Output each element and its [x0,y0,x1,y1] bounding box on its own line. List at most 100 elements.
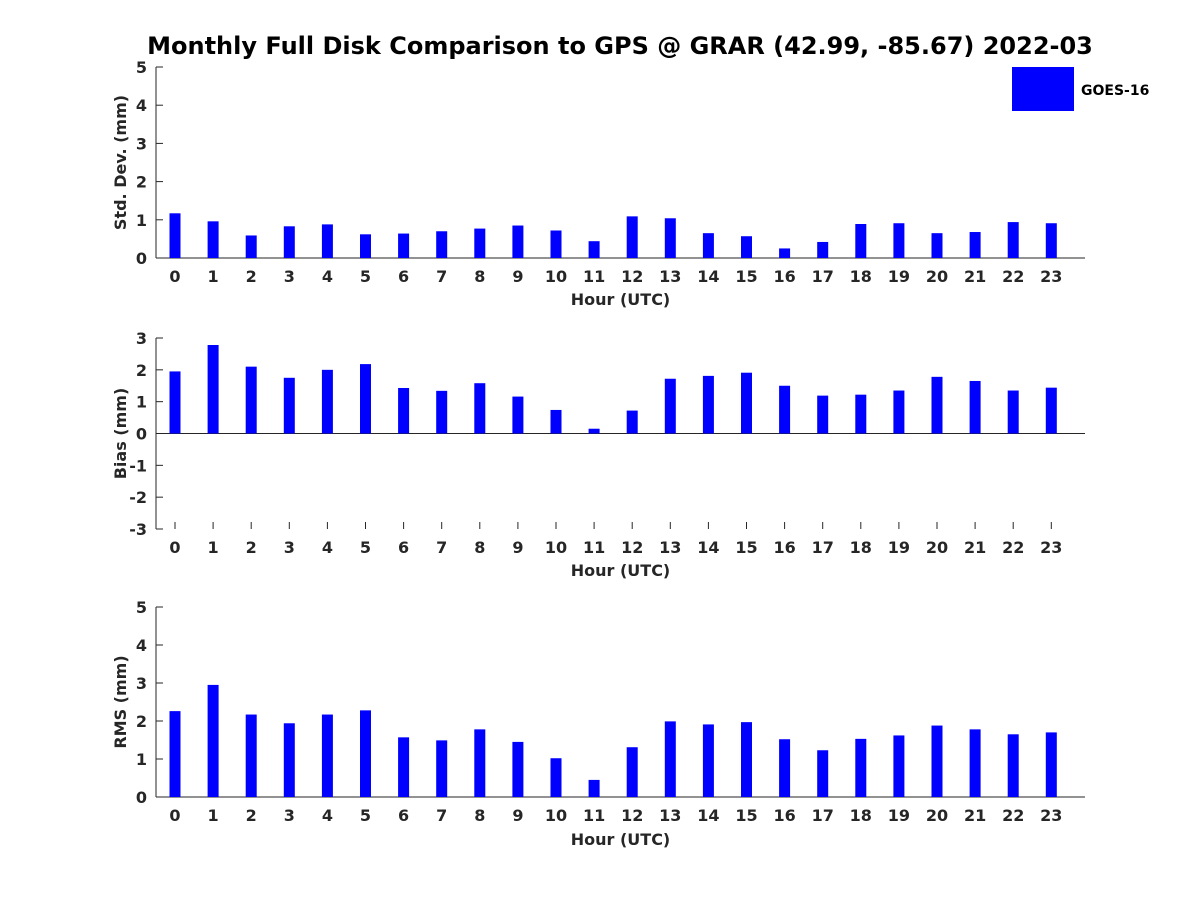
bar [436,231,448,258]
bar [779,739,791,797]
y-tick-label: 2 [136,173,147,192]
bar [893,223,905,258]
y-tick-label: 1 [136,393,147,412]
x-tick-label: 20 [926,267,948,286]
bar [512,741,524,797]
x-tick-label: 21 [964,806,986,825]
x-tick-label: 1 [208,806,219,825]
bar [931,725,943,797]
x-tick-label: 18 [850,267,872,286]
y-tick-label: -2 [129,488,147,507]
x-tick-label: 18 [850,538,872,557]
bar [169,371,181,434]
x-tick-label: 9 [512,806,523,825]
x-axis-label: Hour (UTC) [571,561,671,580]
y-tick-label: 3 [136,674,147,693]
bar [817,241,829,258]
bar [283,226,295,258]
bar [550,230,562,258]
bar [702,724,714,797]
x-tick-label: 8 [474,806,485,825]
y-tick-label: 1 [136,750,147,769]
bar [779,248,791,258]
y-tick-label: 2 [136,361,147,380]
bar [1007,390,1019,434]
bar [245,714,257,797]
bar [741,722,752,797]
y-tick-label: 5 [136,598,147,617]
x-tick-label: 7 [436,538,447,557]
x-tick-label: 1 [208,267,219,286]
x-tick-label: 16 [773,267,795,286]
bar [283,723,295,797]
x-tick-label: 9 [512,267,523,286]
bar [969,232,981,258]
y-tick-label: -3 [129,520,147,539]
x-tick-label: 23 [1040,806,1062,825]
bar [893,390,905,434]
x-tick-label: 10 [545,267,567,286]
x-tick-label: 23 [1040,538,1062,557]
x-tick-label: 7 [436,267,447,286]
x-tick-label: 22 [1002,267,1024,286]
bar [702,375,714,434]
bar [664,218,676,258]
bar [741,236,752,258]
y-tick-label: 4 [136,96,147,115]
bar [817,750,829,797]
bar [321,369,333,434]
bar [321,224,333,258]
bar [207,684,219,797]
x-tick-label: 0 [169,267,180,286]
x-tick-label: 21 [964,267,986,286]
bar [436,390,448,434]
x-tick-label: 7 [436,806,447,825]
y-tick-label: 3 [136,134,147,153]
bar [969,380,981,434]
bar [512,225,524,258]
x-tick-label: 14 [697,538,719,557]
x-tick-label: 6 [398,267,409,286]
legend-label: GOES-16 [1081,83,1149,99]
x-tick-label: 3 [284,538,295,557]
x-tick-label: 13 [659,538,681,557]
x-tick-label: 15 [735,806,757,825]
x-tick-label: 16 [773,538,795,557]
x-tick-label: 1 [208,538,219,557]
x-tick-label: 16 [773,806,795,825]
bar [360,710,371,797]
bar [588,241,600,258]
x-tick-label: 23 [1040,267,1062,286]
x-tick-label: 3 [284,806,295,825]
bar [245,366,257,434]
x-tick-label: 17 [812,538,834,557]
x-axis-label: Hour (UTC) [571,290,671,309]
y-axis-label: Bias (mm) [111,388,130,480]
chart-title: Monthly Full Disk Comparison to GPS @ GR… [147,32,1093,60]
bar [169,711,181,797]
y-axis-label: RMS (mm) [111,655,130,748]
x-tick-label: 13 [659,267,681,286]
x-tick-label: 19 [888,538,910,557]
x-tick-label: 12 [621,806,643,825]
legend: GOES-16 [1012,67,1149,111]
x-tick-label: 4 [322,538,333,557]
x-tick-label: 2 [246,267,257,286]
bar [1045,387,1057,434]
bar [169,213,181,258]
bar [1045,732,1057,797]
bar [360,364,371,434]
bar [626,216,638,258]
bar [931,233,943,258]
x-tick-label: 22 [1002,806,1024,825]
x-tick-label: 19 [888,267,910,286]
x-tick-label: 14 [697,267,719,286]
bar [321,714,333,797]
x-tick-label: 2 [246,538,257,557]
bar [855,738,867,797]
y-tick-label: 2 [136,712,147,731]
x-tick-label: 21 [964,538,986,557]
